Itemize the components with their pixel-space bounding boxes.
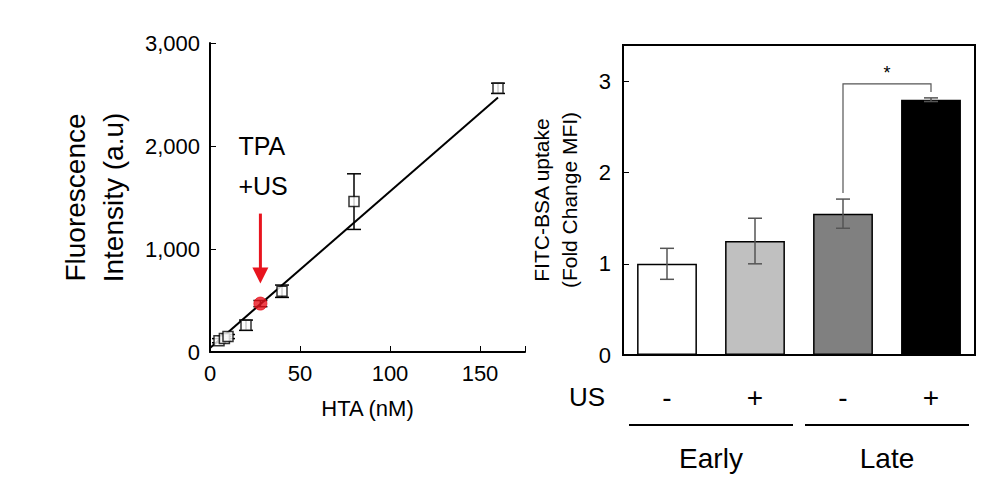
svg-text:1,000: 1,000 [145, 237, 200, 262]
svg-text:1: 1 [599, 251, 611, 276]
svg-text:0: 0 [188, 340, 200, 365]
svg-text:50: 50 [288, 361, 312, 386]
svg-text:+: + [923, 382, 939, 413]
svg-text:3: 3 [599, 69, 611, 94]
svg-text:Early: Early [679, 443, 743, 474]
svg-text:100: 100 [372, 361, 409, 386]
svg-text:TPA: TPA [238, 132, 285, 160]
svg-text:2: 2 [599, 160, 611, 185]
svg-text:(Fold Change MFI): (Fold Change MFI) [558, 112, 581, 288]
svg-text:2,000: 2,000 [145, 134, 200, 159]
svg-text:+US: +US [238, 172, 287, 200]
svg-text:0: 0 [599, 343, 611, 368]
svg-text:Late: Late [860, 443, 915, 474]
svg-text:Intensity (a.u): Intensity (a.u) [98, 113, 129, 283]
svg-text:+: + [747, 382, 763, 413]
svg-text:150: 150 [462, 361, 499, 386]
svg-text:US: US [569, 382, 605, 412]
svg-text:0: 0 [204, 361, 216, 386]
svg-text:-: - [662, 382, 671, 413]
svg-text:-: - [838, 382, 847, 413]
svg-text:FITC-BSA uptake: FITC-BSA uptake [530, 118, 553, 281]
svg-text:HTA (nM): HTA (nM) [321, 396, 413, 421]
svg-text:Fluorescence: Fluorescence [60, 113, 91, 281]
svg-text:3,000: 3,000 [145, 31, 200, 56]
svg-text:*: * [883, 63, 890, 83]
